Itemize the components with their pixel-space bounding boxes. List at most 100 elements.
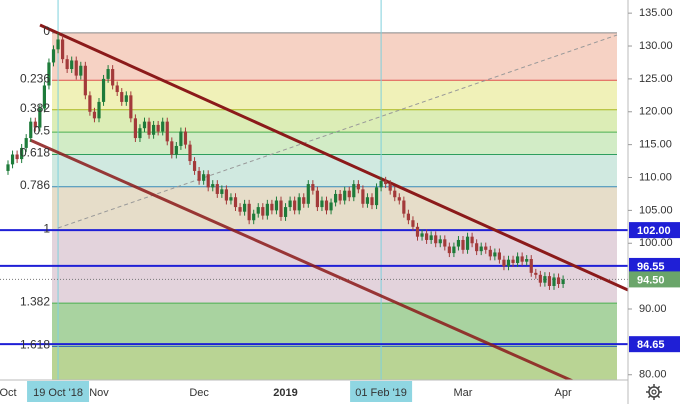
channel-upper <box>39 23 628 292</box>
fib-label: 0.236 <box>20 71 50 85</box>
settings-icon[interactable] <box>646 384 662 400</box>
candle-body <box>179 131 183 146</box>
candle-body <box>525 259 529 262</box>
x-tick-label: Apr <box>555 387 572 399</box>
candle-body <box>465 236 470 250</box>
fib-label: 0.786 <box>20 178 50 192</box>
candle-body <box>347 190 351 198</box>
price-tag <box>629 271 680 288</box>
candle-body <box>306 184 310 204</box>
candle-body <box>29 121 33 139</box>
candle-body <box>320 200 324 208</box>
candle-body <box>338 193 342 201</box>
candle-body <box>74 60 78 76</box>
fib-label: 1.382 <box>20 294 50 308</box>
candle-body <box>233 197 238 208</box>
candle-body <box>516 256 520 263</box>
x-label-highlight <box>27 381 90 402</box>
candle-body <box>211 184 215 188</box>
candle-body <box>270 203 274 211</box>
fib-zone <box>52 132 617 155</box>
candle-body <box>192 161 197 171</box>
candle-body <box>434 235 438 244</box>
candle-body <box>42 85 46 109</box>
candle-body <box>493 252 497 257</box>
fib-zone <box>52 109 617 133</box>
candle-body <box>370 197 374 206</box>
candle-body <box>293 200 297 211</box>
candle-body <box>356 184 360 190</box>
candle-body <box>243 203 247 212</box>
price-tag-label: 102.00 <box>637 225 671 237</box>
candle-body <box>488 249 492 257</box>
candle-body <box>111 69 115 86</box>
candle-body <box>343 190 347 201</box>
fib-label: 0.618 <box>20 146 50 160</box>
candle-body <box>197 170 201 181</box>
candle-body <box>452 246 456 254</box>
candle-body <box>165 121 169 142</box>
candle-body <box>188 144 192 162</box>
price-tag <box>629 336 680 353</box>
price-tag-label: 84.65 <box>637 339 665 351</box>
candle-body <box>429 235 433 240</box>
candle-body <box>315 190 319 208</box>
candle-body <box>352 184 356 198</box>
candle-body <box>374 187 379 206</box>
y-tick-label: 110.00 <box>639 171 672 183</box>
candle-body <box>24 138 28 148</box>
candle-body <box>506 259 511 267</box>
y-tick-label: 135.00 <box>639 7 673 19</box>
fib-label: 1.618 <box>20 338 50 352</box>
candle-body <box>543 276 547 283</box>
y-tick-label: 80.00 <box>639 369 667 381</box>
candle-body <box>33 121 37 128</box>
candle-body <box>425 233 429 240</box>
fib-label: 0 <box>43 24 50 38</box>
candle-body <box>302 197 306 204</box>
candle-body <box>252 213 256 221</box>
candle-body <box>393 190 397 198</box>
candle-body <box>238 207 242 212</box>
candle-body <box>502 259 506 267</box>
candle-body <box>497 252 501 260</box>
candle-body <box>133 118 137 139</box>
candle-body <box>261 207 265 216</box>
y-tick-label: 115.00 <box>639 139 672 151</box>
y-tick-label: 105.00 <box>639 204 673 216</box>
fib-labels: 0 0.236 0.382 0.5 0.618 0.786 1 1.382 1.618 <box>20 24 50 352</box>
candle-body <box>520 256 524 262</box>
candle-body <box>97 101 101 119</box>
candle-body <box>274 200 279 211</box>
candle-body <box>202 174 206 181</box>
candle-body <box>106 69 110 79</box>
fib-label: 1 <box>43 221 50 235</box>
drawings <box>29 23 628 380</box>
candle-body <box>420 233 424 237</box>
candle-body <box>379 180 383 188</box>
candle-body <box>311 184 315 191</box>
candle-body <box>265 203 269 216</box>
candle-body <box>324 200 329 211</box>
candle-body <box>447 246 451 254</box>
candle-body <box>384 180 388 185</box>
candle-body <box>147 121 151 135</box>
x-tick-label: Oct <box>0 387 17 399</box>
candle-body <box>443 239 447 247</box>
candle-body <box>51 49 56 63</box>
candle-body <box>183 131 188 145</box>
candle-body <box>124 95 128 102</box>
candles <box>6 32 565 290</box>
y-tick-label: 125.00 <box>639 73 673 85</box>
candle-body <box>247 203 251 221</box>
candle-body <box>101 78 106 102</box>
candle-body <box>79 65 83 76</box>
x-tick-label: Dec <box>189 387 209 399</box>
x-tick-label: Nov <box>89 387 109 399</box>
fib-label: 0.382 <box>20 101 50 115</box>
candle-body <box>138 128 142 139</box>
candle-body <box>279 200 283 217</box>
candle-body <box>215 184 219 194</box>
candle-body <box>170 141 174 155</box>
